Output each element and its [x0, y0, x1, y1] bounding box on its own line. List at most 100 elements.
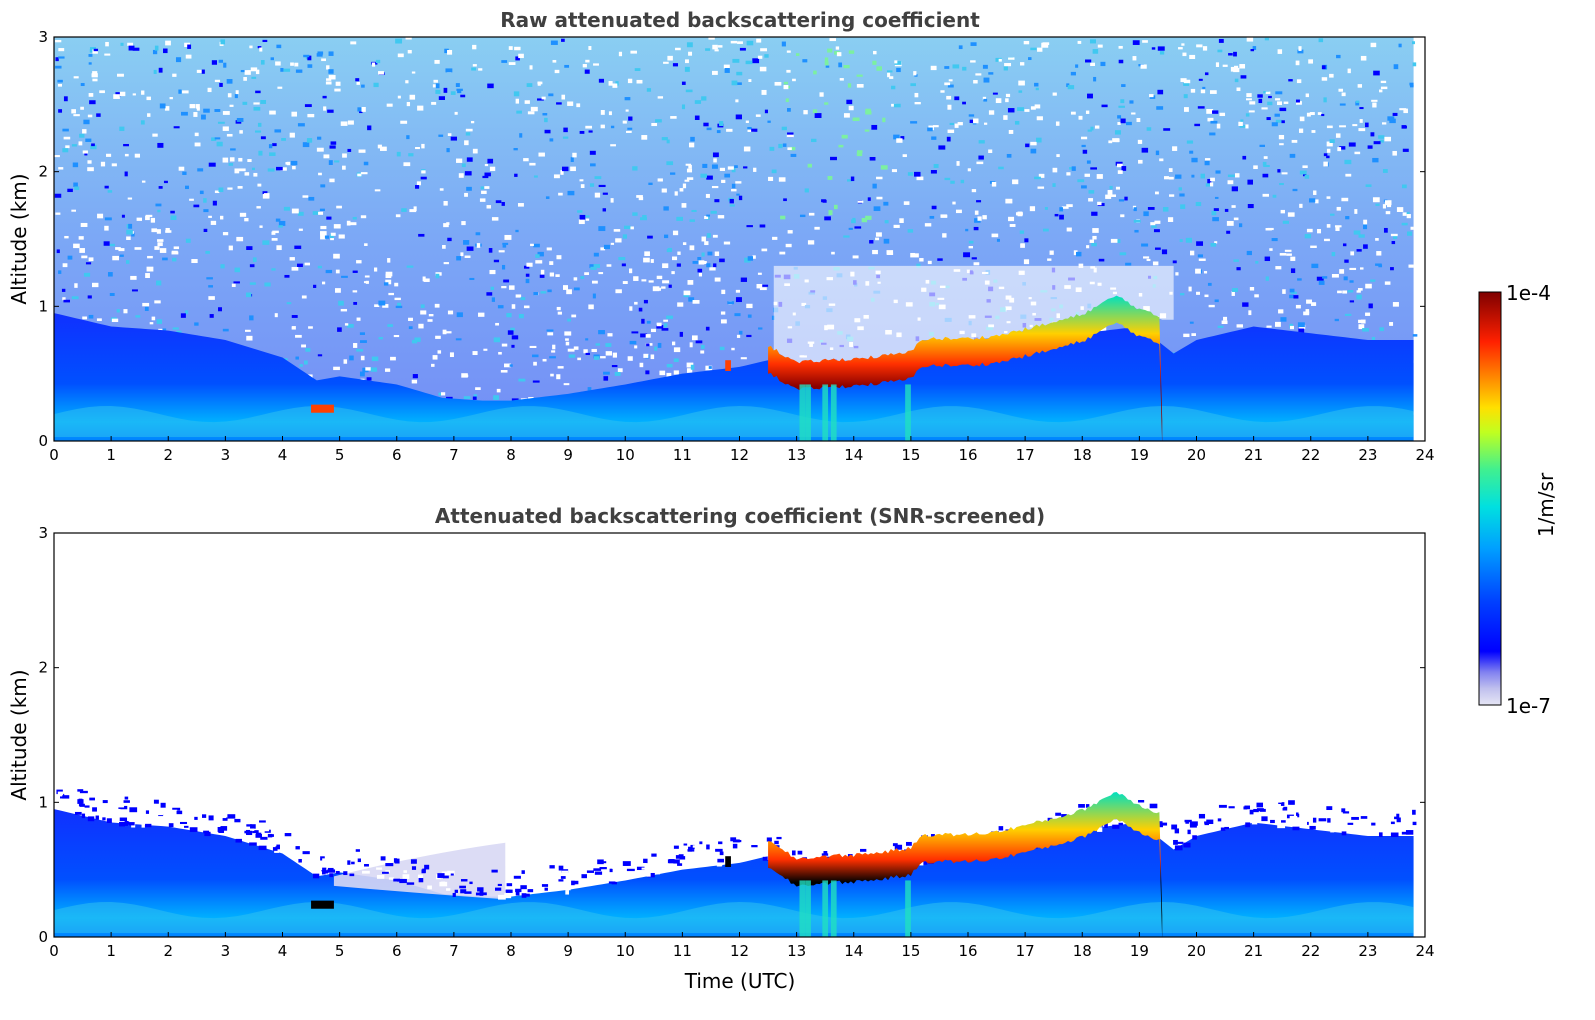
x-tick-label: 19: [1130, 942, 1149, 960]
noise-speck: [1391, 240, 1396, 245]
noise-speck: [580, 276, 585, 279]
noise-speck: [109, 293, 115, 296]
noise-speck: [737, 41, 743, 44]
noise-speck: [896, 138, 903, 143]
noise-speck: [1359, 107, 1364, 110]
noise-speck: [786, 50, 791, 53]
noise-speck: [786, 69, 791, 73]
noise-speck: [747, 126, 752, 130]
noise-speck: [661, 328, 669, 331]
noise-speck: [1209, 182, 1214, 187]
edge-speck: [647, 872, 655, 878]
noise-speck: [642, 214, 647, 219]
noise-speck: [676, 216, 683, 221]
noise-speck: [603, 371, 610, 375]
noise-speck: [301, 344, 307, 348]
edge-speck: [1261, 816, 1268, 822]
aerosol-plume: [311, 900, 334, 909]
noise-speck: [326, 65, 330, 70]
clear-region: [773, 265, 1174, 365]
edge-speck: [765, 848, 770, 853]
noise-speck: [297, 263, 303, 267]
noise-speck: [595, 343, 601, 346]
noise-speck: [173, 126, 180, 129]
noise-speck: [417, 105, 424, 111]
noise-speck: [603, 376, 609, 381]
noise-speck: [1183, 333, 1190, 338]
noise-speck: [1279, 107, 1287, 112]
noise-speck: [1090, 62, 1096, 67]
noise-speck: [130, 275, 137, 280]
edge-speck: [766, 837, 772, 842]
noise-speck: [152, 49, 158, 55]
noise-speck: [701, 252, 705, 257]
noise-speck: [1295, 60, 1300, 66]
noise-speck: [1289, 153, 1296, 158]
edge-speck: [776, 836, 782, 840]
noise-speck: [360, 172, 368, 175]
noise-speck: [532, 354, 539, 358]
noise-speck: [1245, 98, 1252, 101]
noise-speck: [222, 157, 229, 163]
noise-speck: [603, 244, 610, 250]
noise-speck: [672, 63, 679, 67]
edge-speck: [128, 822, 135, 826]
colorbar-max-label: 1e-4: [1506, 281, 1551, 305]
noise-speck: [615, 289, 622, 294]
near-surface-band: [54, 405, 1414, 437]
noise-speck: [854, 226, 862, 229]
noise-speck: [590, 266, 597, 270]
x-tick-label: 23: [1358, 446, 1377, 464]
noise-speck: [352, 216, 357, 220]
edge-speck: [176, 810, 183, 815]
noise-speck: [1402, 148, 1409, 152]
noise-speck: [244, 70, 251, 75]
noise-speck: [305, 348, 311, 352]
noise-speck: [1200, 89, 1206, 94]
noise-speck: [255, 69, 260, 75]
noise-speck: [970, 60, 976, 63]
noise-speck: [856, 152, 863, 157]
noise-speck: [322, 95, 327, 99]
noise-speck: [957, 122, 963, 126]
noise-speck: [712, 70, 718, 75]
edge-speck: [450, 873, 454, 876]
edge-speck: [1327, 818, 1331, 823]
noise-speck: [85, 262, 92, 265]
noise-speck: [378, 300, 386, 306]
noise-speck: [1365, 312, 1371, 316]
edge-speck: [748, 851, 754, 856]
noise-speck: [172, 73, 177, 77]
edge-speck: [1371, 822, 1376, 826]
edge-speck: [1176, 841, 1184, 844]
noise-speck: [650, 354, 655, 360]
noise-speck: [74, 283, 78, 288]
edge-speck: [1097, 827, 1103, 832]
noise-speck: [385, 271, 393, 277]
noise-speck: [1203, 271, 1208, 274]
noise-speck: [159, 248, 167, 253]
noise-speck: [496, 388, 501, 393]
x-tick-label: 16: [958, 446, 977, 464]
noise-speck: [483, 348, 488, 351]
noise-speck: [1150, 222, 1156, 226]
noise-speck: [554, 69, 560, 74]
edge-speck: [651, 853, 657, 857]
noise-speck: [872, 249, 878, 255]
noise-speck: [850, 176, 855, 182]
noise-speck: [947, 129, 955, 133]
noise-speck: [1275, 266, 1282, 270]
noise-speck: [1236, 87, 1241, 92]
edge-speck: [218, 816, 226, 822]
noise-speck: [163, 48, 168, 54]
noise-speck: [327, 109, 334, 113]
noise-speck: [1233, 217, 1239, 221]
edge-speck: [1347, 822, 1354, 825]
edge-speck: [446, 888, 451, 891]
noise-speck: [973, 118, 979, 124]
noise-speck: [123, 309, 128, 314]
noise-speck: [479, 198, 486, 202]
noise-speck: [622, 234, 628, 239]
noise-speck: [718, 45, 723, 48]
noise-speck: [1076, 251, 1082, 257]
